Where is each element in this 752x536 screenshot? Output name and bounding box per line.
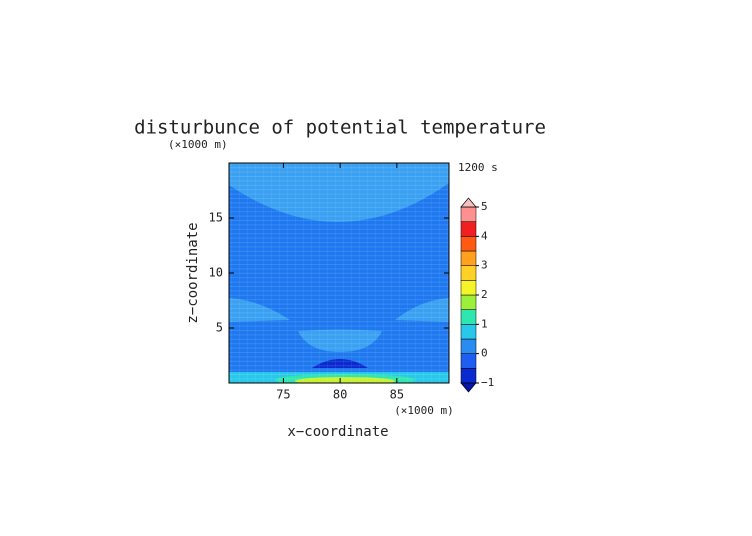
colorbar-tick-label: 3 [481,259,488,272]
colorbar-tick-label: 0 [481,347,488,360]
colorbar-over [460,197,477,208]
colorbar-segment [460,250,477,266]
y-axis-label: z−coordinate [185,222,201,323]
y-tick-label: 15 [209,211,223,225]
x-unit: (×1000 m) [394,404,454,417]
x-tick-label: 80 [333,388,347,402]
colorbar-segment [460,324,477,340]
y-unit: (×1000 m) [168,138,228,151]
colorbar-segment [460,280,477,296]
colorbar-segment [460,236,477,252]
colorbar-tick-label: 2 [481,288,488,301]
colorbar-segment [460,221,477,237]
colorbar-tick-label: −1 [481,376,494,389]
colorbar-under [460,382,477,393]
colorbar-segment [460,338,477,354]
colorbar-tick-label: 1 [481,317,488,330]
colorbar-segment [460,265,477,281]
colorbar-segment [460,294,477,310]
colorbar-tick-label: 5 [481,200,488,213]
x-axis-label: x−coordinate [287,424,388,440]
colorbar-segment [460,368,477,384]
colorbar-tick-label: 4 [481,229,488,242]
y-tick-label: 5 [216,321,223,335]
time-label: 1200 s [458,161,498,174]
x-tick-label: 85 [390,388,404,402]
contour-lines [229,163,449,383]
colorbar-segment [460,309,477,325]
chart-title: disturbunce of potential temperature [134,117,546,139]
contour-field [229,163,449,383]
colorbar-segment [460,206,477,222]
colorbar-segment [460,353,477,369]
y-tick-label: 10 [209,266,223,280]
x-tick-label: 75 [276,388,290,402]
